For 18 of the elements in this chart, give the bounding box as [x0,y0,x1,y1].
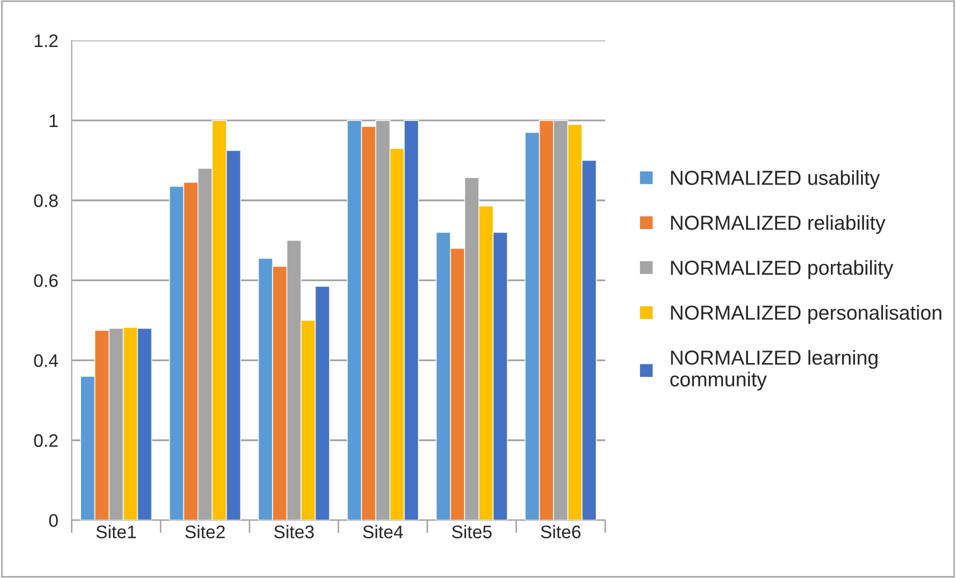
x-tick-label: Site5 [452,525,492,538]
legend-label: NORMALIZED reliability [671,215,886,234]
y-tick-label: 1 [50,114,58,127]
x-tick-label: Site3 [274,525,314,538]
x-tick-label: Site2 [185,525,225,538]
y-tick-label: 0.6 [34,274,58,288]
legend-label: NORMALIZED personalisation [671,305,942,324]
y-tick-label: 0 [49,514,58,527]
x-tick-label: Site4 [363,525,403,538]
y-tick-label: 0.8 [34,194,58,208]
y-tick-label: 0.2 [34,434,58,447]
y-tick-label: 1.2 [34,34,58,47]
legend-label: NORMALIZED learning community [670,350,878,390]
legend-label: NORMALIZED portability [671,260,894,279]
legend-label: NORMALIZED usability [671,170,880,189]
y-tick-label: 0.4 [34,354,58,368]
x-tick-label: Site1 [96,525,136,538]
x-tick-label: Site6 [540,525,580,538]
